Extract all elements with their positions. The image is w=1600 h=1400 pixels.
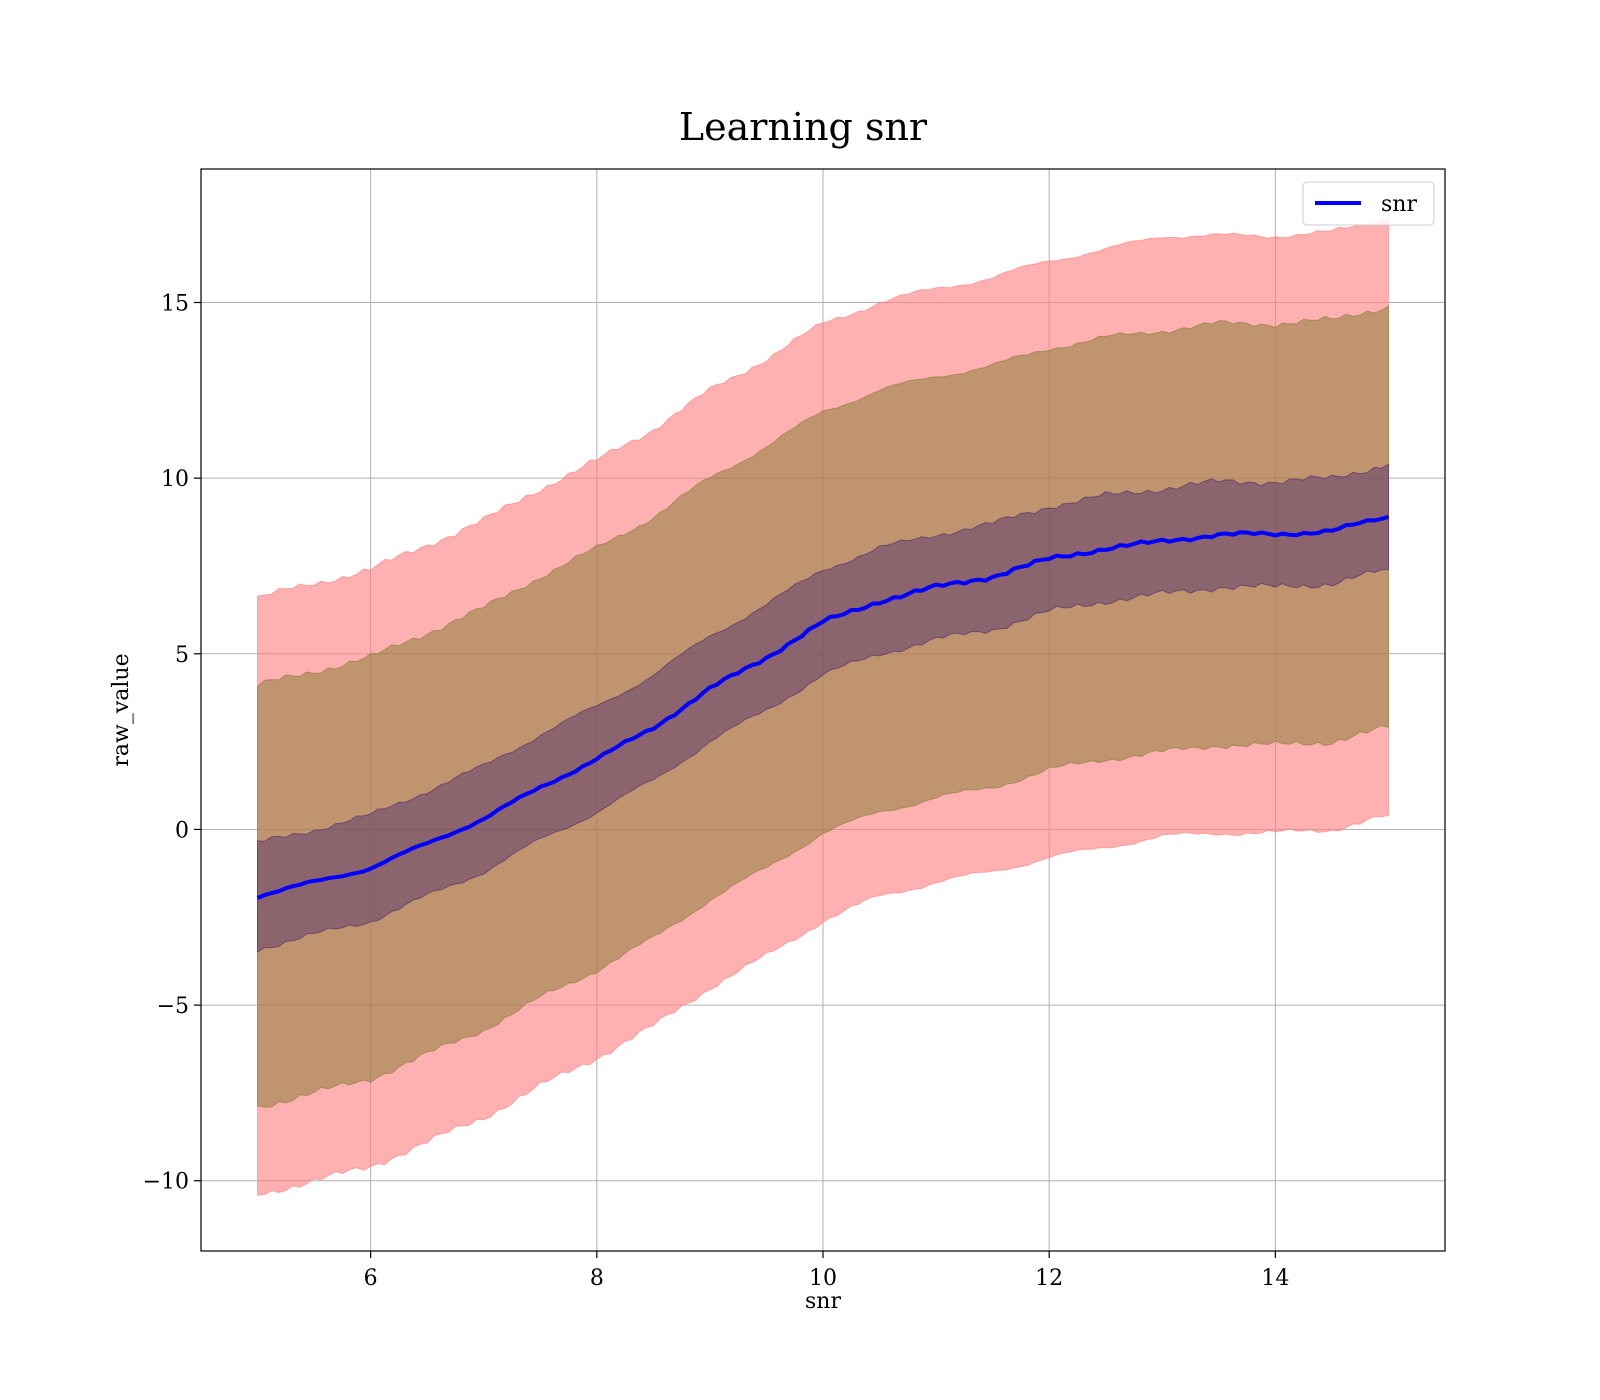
y-tick-label: 15 [161,291,189,316]
legend-label-snr: snr [1381,192,1417,217]
series-line-snr [256,514,1390,900]
y-tick-label: 10 [161,467,189,492]
y-tick-label: −5 [157,994,189,1019]
confidence-bands [257,217,1389,1196]
band-middle [257,305,1389,1108]
x-axis-label: snr [805,1289,841,1314]
x-tick-label: 14 [1261,1266,1289,1291]
series-lines [256,514,1390,900]
band-inner [257,463,1389,953]
x-tick-label: 6 [364,1266,378,1291]
x-tick-label: 12 [1035,1266,1063,1291]
legend: snr [1302,181,1435,226]
y-tick-label: −10 [143,1170,189,1195]
plot-area: 6 8 10 12 14 −10 −5 0 5 10 15 [143,168,1446,1291]
y-tick-label: 0 [175,818,189,843]
x-tick-label: 10 [809,1266,837,1291]
ticks: 6 8 10 12 14 −10 −5 0 5 10 15 [143,291,1290,1291]
y-tick-label: 5 [175,643,189,668]
x-tick-label: 8 [590,1266,604,1291]
chart-title: Learning snr [679,105,928,149]
y-axis-label: raw_value [109,653,134,766]
legend-box [1302,181,1435,226]
